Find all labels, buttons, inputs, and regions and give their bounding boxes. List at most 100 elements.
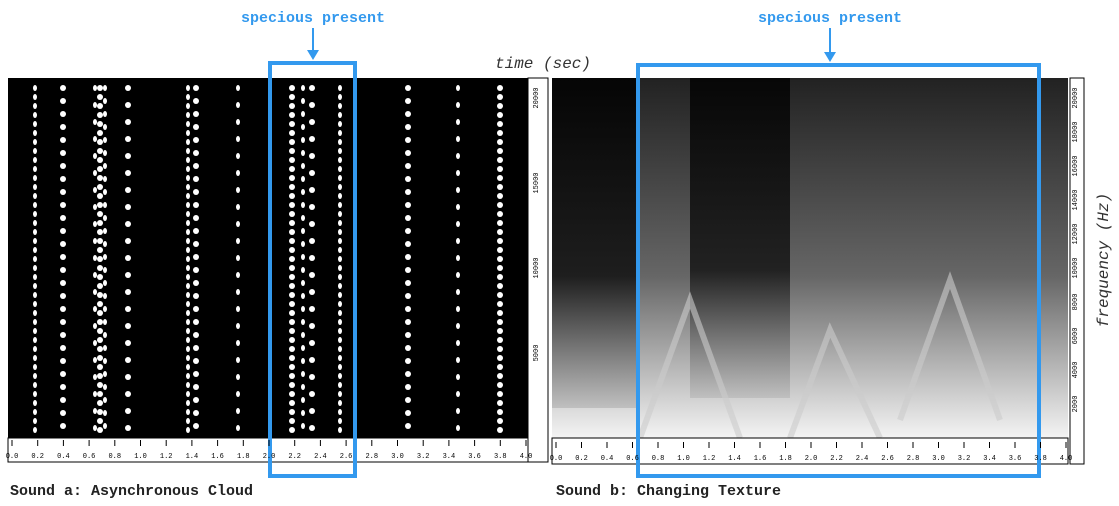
y-axis-b [1069,77,1085,465]
grain [186,202,190,208]
grain [456,187,460,193]
grain [60,267,66,273]
grain [103,111,107,117]
grain [193,228,199,234]
grain [33,211,37,217]
grain [301,85,305,91]
grain [338,355,342,361]
x-tick-label: 2.2 [288,453,301,461]
grain [60,241,66,247]
grain [338,319,342,325]
grain [186,364,190,370]
grain [338,139,342,145]
grain [60,111,66,117]
grain [338,148,342,154]
grain [405,384,411,390]
grain [236,374,240,380]
grain [497,103,503,109]
grain [301,358,305,364]
grain [93,272,97,278]
grain [497,328,503,334]
grain [60,189,66,195]
grain [301,293,305,299]
x-tick-label: 3.0 [391,453,404,461]
grain [125,136,131,142]
grain [103,267,107,273]
grain [405,267,411,273]
grain [125,204,131,210]
grain [289,130,295,136]
grain [309,102,315,108]
grain [186,283,190,289]
grain [193,423,199,429]
grain [289,112,295,118]
grain [60,215,66,221]
grain [456,238,460,244]
grain [338,409,342,415]
grain [97,337,103,343]
grain [338,256,342,262]
grain [338,274,342,280]
grain [125,85,131,91]
grain [193,215,199,221]
grain [186,184,190,190]
grain [405,202,411,208]
x-tick-label: 0.0 [6,453,19,461]
grain [405,241,411,247]
grain [289,364,295,370]
grain [289,400,295,406]
grain [97,274,103,280]
grain [33,418,37,424]
grain [33,256,37,262]
grain [193,345,199,351]
grain [497,391,503,397]
grain [33,139,37,145]
grain [236,85,240,91]
grain [97,256,103,262]
grain [338,373,342,379]
grain [103,397,107,403]
x-tick-label: 3.8 [1034,455,1047,463]
grain [33,94,37,100]
grain [236,238,240,244]
grain [186,292,190,298]
grain [338,193,342,199]
grain [309,255,315,261]
grain [497,148,503,154]
grain [103,358,107,364]
grain [405,332,411,338]
grain [60,202,66,208]
grain [338,157,342,163]
grain [301,150,305,156]
grain [125,170,131,176]
grain [103,384,107,390]
grain [97,247,103,253]
grain [33,265,37,271]
grain [125,153,131,159]
x-tick-label: 3.2 [417,453,430,461]
grain [497,94,503,100]
grain [125,323,131,329]
grain [33,157,37,163]
grain [289,382,295,388]
grain [301,202,305,208]
grain [33,310,37,316]
grain [33,301,37,307]
grain [497,337,503,343]
grain [405,358,411,364]
grain [338,175,342,181]
grain [497,202,503,208]
x-tick-label: 3.8 [494,453,507,461]
grain [193,384,199,390]
grain [497,427,503,433]
grain [60,371,66,377]
grain [93,238,97,244]
grain [236,272,240,278]
grain [497,157,503,163]
grain [186,418,190,424]
grain [186,139,190,145]
grain [301,228,305,234]
grain [186,157,190,163]
grain [338,292,342,298]
grain [405,293,411,299]
